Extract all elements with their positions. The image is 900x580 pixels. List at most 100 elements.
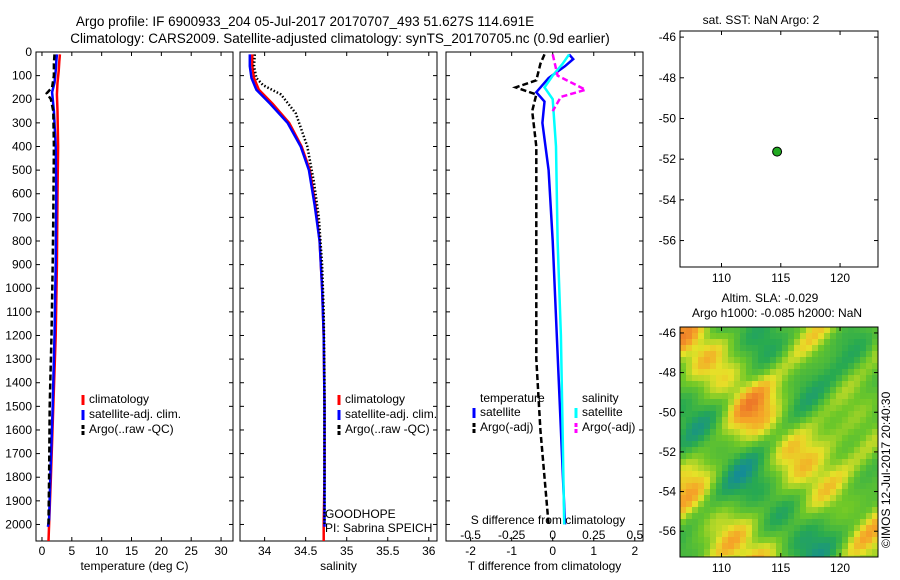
y-tick-label: 900 (12, 258, 32, 272)
legend-header-salinity: salinity (582, 391, 619, 405)
x-tick-label: 30 (214, 544, 228, 558)
altimetry-panel: Altim. SLA: -0.029 Argo h1000: -0.085 h2… (659, 291, 879, 575)
y-tick-label: 200 (12, 92, 32, 106)
x-tick-label: 115 (771, 271, 790, 285)
difference-panel: -2 -1 0 1 2 T difference from climatology S di… (445, 51, 644, 573)
y-tick-label: 800 (12, 234, 32, 248)
y-tick-label: 1900 (5, 494, 32, 508)
series-line-argo-raw-qc- (45, 54, 56, 525)
y-tick-label: 1700 (5, 447, 32, 461)
secondary-tick-label: 0.5 (626, 528, 643, 542)
y-tick-label: -46 (659, 326, 677, 340)
y-tick-label: -52 (659, 152, 677, 166)
legend-entry: Argo(-adj) (582, 420, 635, 434)
x-tick-label: 20 (155, 544, 169, 558)
figure-title-line2: Climatology: CARS2009. Satellite-adjuste… (70, 31, 610, 46)
sla-heatmap (680, 327, 878, 557)
series-line-argo-raw-qc- (252, 54, 326, 525)
series-line-satellite-adj-clim- (46, 54, 59, 528)
y-tick-label: 1800 (5, 470, 32, 484)
y-tick-label: -50 (659, 405, 677, 419)
y-tick-label: 500 (12, 163, 32, 177)
y-tick-label: 1400 (5, 376, 32, 390)
legend-entry: satellite-adj. clim. (89, 407, 181, 421)
x-tick-label: 0 (39, 544, 46, 558)
annotation-text: GOODHOPE (325, 507, 396, 521)
x-axis-label: T difference from climatology (468, 559, 622, 573)
y-tick-label: -56 (659, 234, 677, 248)
y-tick-label: 700 (12, 210, 32, 224)
annotation-text: PI: Sabrina SPEICH (325, 521, 432, 535)
y-tick-label: -56 (659, 524, 677, 538)
y-tick-label: 300 (12, 116, 32, 130)
x-tick-label: 34.5 (294, 544, 318, 558)
legend-entry: Argo(..raw -QC) (345, 422, 430, 436)
x-tick-label: -2 (465, 544, 476, 558)
x-tick-label: 2 (631, 544, 638, 558)
y-tick-label: 1500 (5, 399, 32, 413)
legend-entry: climatology (89, 392, 149, 406)
series-line-climatology (251, 54, 326, 541)
x-tick-label: 115 (771, 561, 790, 575)
altimetry-title-line1: Altim. SLA: -0.029 (722, 291, 819, 305)
legend-header-temperature: temperature (480, 391, 545, 405)
series-line-salinity-argo-adj- (551, 54, 589, 112)
legend-entry: satellite-adj. clim. (345, 407, 437, 421)
series-line-satellite-adj-clim- (248, 54, 326, 527)
y-tick-label: 100 (12, 69, 32, 83)
x-tick-label: -1 (506, 544, 517, 558)
legend-entry: satellite (480, 405, 521, 419)
y-tick-label: -52 (659, 445, 677, 459)
y-tick-label: -48 (659, 71, 677, 85)
x-tick-label: 35 (340, 544, 354, 558)
plot-frame (239, 51, 438, 542)
legend-entry: climatology (345, 392, 405, 406)
plot-frame (679, 326, 879, 558)
argo-location-marker (772, 146, 783, 157)
x-axis-label: temperature (deg C) (80, 559, 188, 573)
y-tick-label: 400 (12, 139, 32, 153)
y-tick-label: -54 (659, 485, 677, 499)
y-tick-label: 600 (12, 187, 32, 201)
salinity-panel: 34 34.5 35 35.5 36 salinity climatologysatelli… (239, 51, 438, 573)
x-tick-label: 110 (712, 561, 731, 575)
x-tick-label: 1 (590, 544, 597, 558)
plot-frame (679, 30, 879, 268)
secondary-axis-label: S difference from climatology (471, 513, 626, 527)
x-tick-label: 25 (185, 544, 199, 558)
secondary-tick-label: 0.25 (582, 528, 606, 542)
x-tick-label: 35.5 (376, 544, 400, 558)
altimetry-title-line2: Argo h1000: -0.085 h2000: NaN (692, 306, 862, 320)
figure-title-line1: Argo profile: IF 6900933_204 05-Jul-2017… (76, 14, 534, 29)
y-tick-label: 1100 (6, 305, 32, 319)
y-tick-label: 0 (25, 45, 32, 59)
secondary-tick-label: 0 (549, 528, 556, 542)
x-tick-label: 0 (549, 544, 556, 558)
y-tick-label: 1000 (5, 281, 32, 295)
legend-entry: Argo(-adj) (480, 420, 533, 434)
x-axis-label: salinity (320, 559, 357, 573)
y-tick-label: 1300 (5, 352, 32, 366)
temperature-panel: 0 5 10 15 20 25 300100200300400500600700800900… (5, 45, 234, 573)
y-tick-label: 1200 (5, 328, 32, 342)
series-line-salinity-satellite (542, 53, 571, 525)
legend-entry: Argo(..raw -QC) (89, 422, 174, 436)
y-tick-label: -48 (659, 366, 677, 380)
x-tick-label: 5 (68, 544, 75, 558)
legend-entry: satellite (582, 405, 623, 419)
side-timestamp: ©IMOS 12-Jul-2017 20:40:30 (879, 391, 893, 548)
plot-frame (445, 51, 644, 542)
location-map-title: sat. SST: NaN Argo: 2 (703, 13, 820, 27)
x-tick-label: 15 (125, 544, 139, 558)
secondary-tick-label: -0.25 (498, 528, 526, 542)
x-tick-label: 120 (830, 271, 850, 285)
series-line-temperature-argo-adj- (511, 53, 550, 525)
y-tick-label: -50 (659, 111, 677, 125)
x-tick-label: 10 (95, 544, 109, 558)
y-tick-label: -54 (659, 193, 677, 207)
x-tick-label: 36 (422, 544, 436, 558)
x-tick-label: 120 (830, 561, 850, 575)
location-map-panel: sat. SST: NaN Argo: 2 110 115 120 -46 -48 -50… (659, 13, 879, 285)
series-line-temperature-satellite (534, 53, 575, 525)
